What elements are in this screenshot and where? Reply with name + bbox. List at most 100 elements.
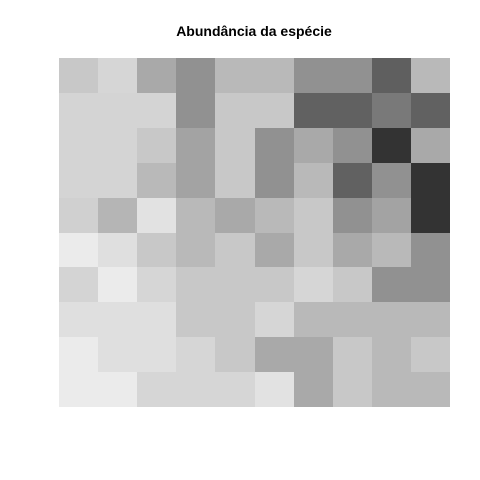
heatmap-grid	[59, 58, 450, 407]
heatmap-cell-r1-c5	[215, 58, 255, 93]
heatmap-cell-r4-c10	[411, 163, 450, 198]
heatmap-cell-r8-c5	[215, 302, 255, 337]
heatmap-cell-r5-c2	[98, 198, 137, 233]
heatmap-cell-r2-c8	[333, 93, 372, 128]
heatmap-cell-r4-c3	[137, 163, 176, 198]
heatmap-cell-r7-c1	[59, 267, 98, 302]
heatmap-cell-r3-c9	[372, 128, 411, 163]
heatmap-cell-r2-c7	[294, 93, 333, 128]
heatmap-cell-r8-c8	[333, 302, 372, 337]
heatmap-cell-r7-c9	[372, 267, 411, 302]
heatmap-cell-r3-c5	[215, 128, 255, 163]
heatmap-cell-r7-c10	[411, 267, 450, 302]
heatmap-cell-r1-c7	[294, 58, 333, 93]
heatmap-cell-r1-c8	[333, 58, 372, 93]
heatmap-cell-r4-c8	[333, 163, 372, 198]
heatmap-cell-r10-c5	[215, 372, 255, 407]
heatmap-cell-r6-c6	[255, 233, 294, 267]
heatmap-cell-r3-c1	[59, 128, 98, 163]
heatmap-cell-r6-c10	[411, 233, 450, 267]
heatmap-cell-r10-c4	[176, 372, 215, 407]
heatmap-cell-r8-c3	[137, 302, 176, 337]
heatmap-cell-r10-c8	[333, 372, 372, 407]
heatmap-cell-r4-c6	[255, 163, 294, 198]
heatmap-cell-r10-c6	[255, 372, 294, 407]
heatmap-cell-r9-c9	[372, 337, 411, 372]
heatmap-cell-r9-c2	[98, 337, 137, 372]
heatmap-cell-r8-c4	[176, 302, 215, 337]
heatmap-cell-r7-c2	[98, 267, 137, 302]
heatmap-cell-r1-c4	[176, 58, 215, 93]
heatmap-cell-r4-c5	[215, 163, 255, 198]
heatmap-cell-r2-c4	[176, 93, 215, 128]
heatmap-cell-r3-c8	[333, 128, 372, 163]
heatmap-cell-r9-c8	[333, 337, 372, 372]
heatmap-cell-r1-c9	[372, 58, 411, 93]
heatmap-cell-r2-c5	[215, 93, 255, 128]
heatmap-cell-r3-c6	[255, 128, 294, 163]
heatmap-cell-r2-c9	[372, 93, 411, 128]
heatmap-cell-r9-c3	[137, 337, 176, 372]
heatmap-cell-r9-c6	[255, 337, 294, 372]
heatmap-cell-r5-c4	[176, 198, 215, 233]
heatmap-cell-r6-c8	[333, 233, 372, 267]
heatmap-cell-r10-c1	[59, 372, 98, 407]
heatmap-cell-r5-c5	[215, 198, 255, 233]
heatmap-cell-r5-c6	[255, 198, 294, 233]
heatmap-cell-r2-c10	[411, 93, 450, 128]
heatmap-cell-r9-c7	[294, 337, 333, 372]
heatmap-cell-r1-c2	[98, 58, 137, 93]
heatmap-cell-r9-c4	[176, 337, 215, 372]
heatmap-cell-r3-c7	[294, 128, 333, 163]
heatmap-cell-r4-c7	[294, 163, 333, 198]
heatmap-cell-r9-c10	[411, 337, 450, 372]
heatmap-cell-r7-c3	[137, 267, 176, 302]
heatmap-cell-r4-c9	[372, 163, 411, 198]
heatmap-cell-r7-c4	[176, 267, 215, 302]
heatmap-cell-r2-c6	[255, 93, 294, 128]
heatmap-cell-r8-c7	[294, 302, 333, 337]
heatmap-cell-r6-c7	[294, 233, 333, 267]
heatmap-cell-r3-c2	[98, 128, 137, 163]
heatmap-cell-r8-c2	[98, 302, 137, 337]
heatmap-cell-r10-c9	[372, 372, 411, 407]
heatmap-cell-r4-c2	[98, 163, 137, 198]
heatmap-cell-r10-c3	[137, 372, 176, 407]
heatmap-cell-r5-c1	[59, 198, 98, 233]
chart-title: Abundância da espécie	[176, 23, 332, 39]
heatmap-cell-r7-c8	[333, 267, 372, 302]
heatmap-cell-r5-c10	[411, 198, 450, 233]
heatmap-cell-r7-c7	[294, 267, 333, 302]
heatmap-cell-r1-c3	[137, 58, 176, 93]
heatmap-cell-r10-c2	[98, 372, 137, 407]
heatmap-cell-r2-c2	[98, 93, 137, 128]
heatmap-cell-r6-c9	[372, 233, 411, 267]
heatmap-cell-r3-c4	[176, 128, 215, 163]
heatmap-cell-r8-c6	[255, 302, 294, 337]
heatmap-cell-r8-c1	[59, 302, 98, 337]
heatmap-cell-r4-c1	[59, 163, 98, 198]
heatmap-cell-r6-c4	[176, 233, 215, 267]
heatmap-cell-r1-c1	[59, 58, 98, 93]
heatmap-cell-r8-c10	[411, 302, 450, 337]
heatmap-cell-r5-c7	[294, 198, 333, 233]
heatmap-cell-r2-c1	[59, 93, 98, 128]
heatmap-cell-r5-c8	[333, 198, 372, 233]
heatmap-cell-r2-c3	[137, 93, 176, 128]
heatmap-cell-r9-c5	[215, 337, 255, 372]
heatmap-cell-r7-c5	[215, 267, 255, 302]
heatmap-cell-r4-c4	[176, 163, 215, 198]
heatmap-cell-r6-c5	[215, 233, 255, 267]
heatmap-cell-r7-c6	[255, 267, 294, 302]
heatmap-cell-r8-c9	[372, 302, 411, 337]
heatmap-cell-r5-c9	[372, 198, 411, 233]
heatmap-cell-r10-c7	[294, 372, 333, 407]
heatmap-cell-r10-c10	[411, 372, 450, 407]
heatmap-cell-r3-c10	[411, 128, 450, 163]
heatmap-cell-r6-c1	[59, 233, 98, 267]
heatmap-cell-r3-c3	[137, 128, 176, 163]
heatmap-cell-r6-c2	[98, 233, 137, 267]
heatmap-cell-r1-c6	[255, 58, 294, 93]
